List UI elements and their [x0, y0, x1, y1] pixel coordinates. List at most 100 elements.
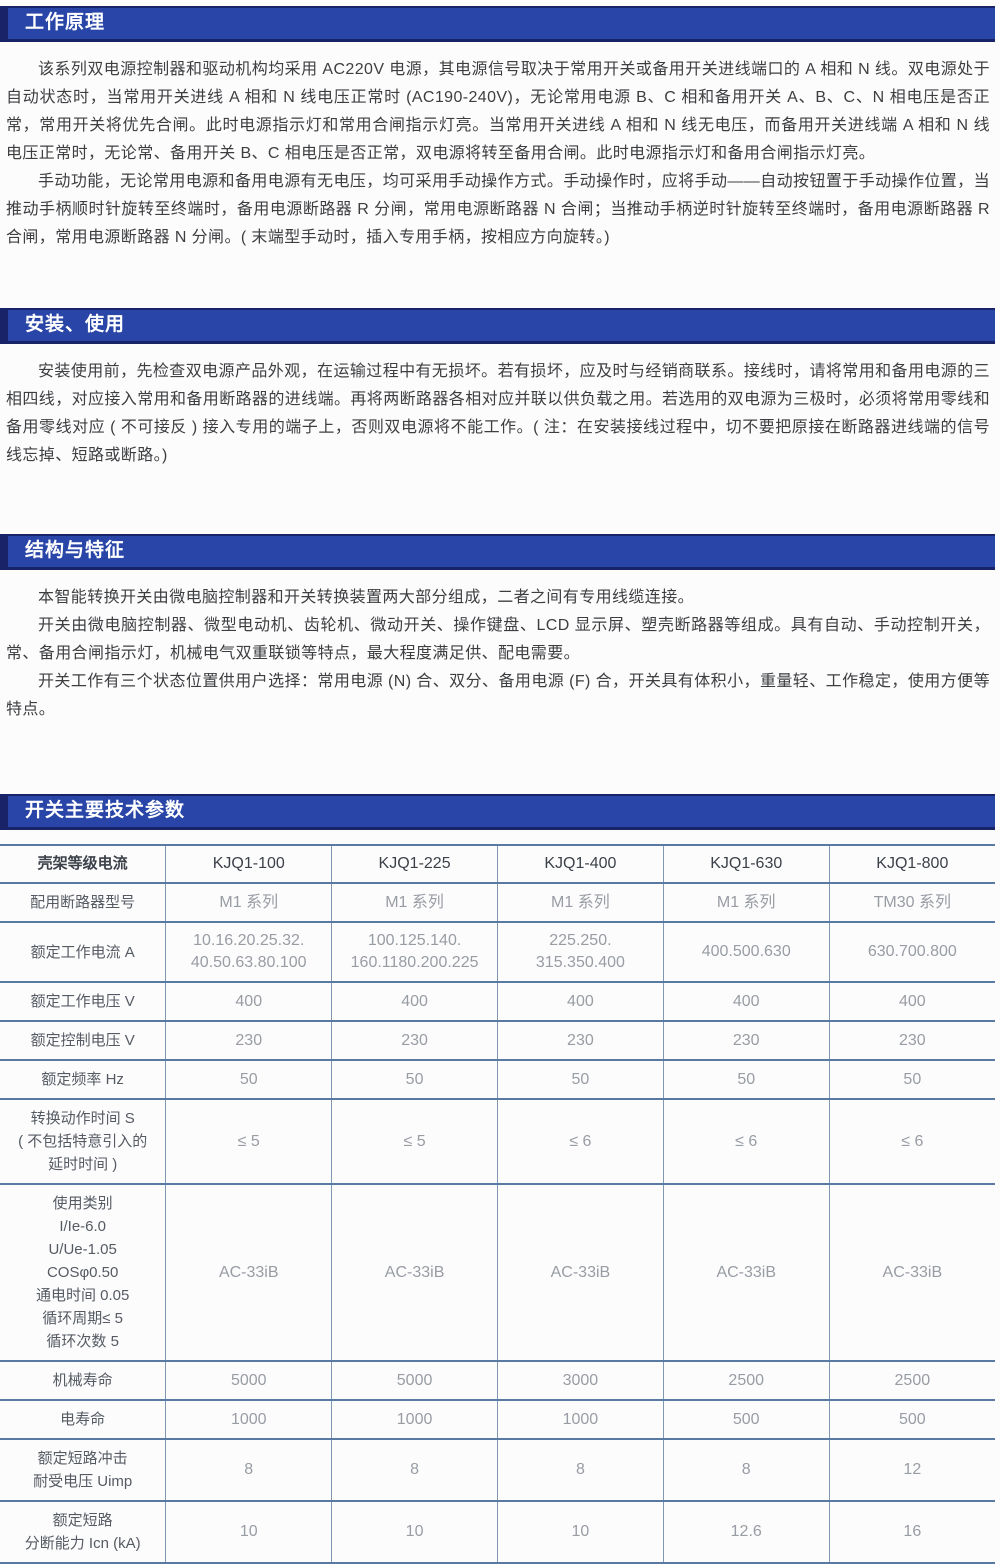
param-table-row: 额定工作电压 V 400 400 400 400 400 — [0, 981, 995, 1021]
param-table-cell-value: 16 — [828, 1500, 995, 1563]
param-table-row-label: 额定工作电流 A — [0, 921, 166, 982]
param-table-cell-value: AC-33iB — [165, 1183, 332, 1361]
param-table-col-header: KJQ1-800 — [828, 844, 995, 883]
param-table-cell-value: 5000 — [331, 1360, 498, 1400]
param-table-cell-value: 12.6 — [662, 1500, 830, 1563]
param-table-cell-value: 50 — [331, 1059, 498, 1099]
param-table-row-label: 转换动作时间 S ( 不包括特意引入的 延时时间 ) — [0, 1098, 166, 1184]
param-table-cell-value: 400 — [165, 981, 332, 1021]
param-table-row-label: 额定工作电压 V — [0, 981, 166, 1021]
paragraph-working-principle-2: 手动功能，无论常用电源和备用电源有无电压，均可采用手动操作方式。手动操作时，应将… — [6, 173, 990, 246]
param-table-cell-value: 50 — [496, 1059, 664, 1099]
param-table-cell-value: M1 系列 — [496, 882, 664, 922]
param-table-col-header: KJQ1-630 — [662, 844, 830, 883]
param-table-cell-value: 10.16.20.25.32. 40.50.63.80.100 — [165, 921, 332, 982]
section-body-installation-use: 安装使用前，先检查双电源产品外观，在运输过程中有无损坏。若有损坏，应及时与经销商… — [0, 344, 1000, 470]
param-table-cell-value: 400 — [496, 981, 664, 1021]
param-table-row: 电寿命 1000 1000 1000 500 500 — [0, 1399, 995, 1439]
param-table-col-header: KJQ1-225 — [331, 844, 498, 883]
param-table-row-label: 使用类别 I/Ie-6.0 U/Ue-1.05 COSφ0.50 通电时间 0.… — [0, 1183, 166, 1361]
param-table-cell-value: 500 — [662, 1399, 830, 1439]
param-table-cell-value: 50 — [828, 1059, 995, 1099]
parameters-table-head: 壳架等级电流 KJQ1-100 KJQ1-225 KJQ1-400 KJQ1-630 KJ… — [0, 844, 995, 883]
param-table-row-label: 额定短路冲击 耐受电压 Uimp — [0, 1438, 166, 1501]
param-table-cell-value: 5000 — [165, 1360, 332, 1400]
param-table-cell-value: 500 — [828, 1399, 995, 1439]
param-table-cell-value: 1000 — [496, 1399, 664, 1439]
param-table-cell-value: 230 — [496, 1020, 664, 1060]
param-table-cell-value: 230 — [828, 1020, 995, 1060]
param-table-cell-value: 1000 — [165, 1399, 332, 1439]
param-table-row: 额定短路冲击 耐受电压 Uimp 8 8 8 8 12 — [0, 1438, 995, 1501]
param-table-cell-value: ≤ 6 — [496, 1098, 664, 1184]
param-table-cell-value: 1000 — [331, 1399, 498, 1439]
param-table-cell-value: 2500 — [828, 1360, 995, 1400]
paragraph-working-principle-1: 该系列双电源控制器和驱动机构均采用 AC220V 电源，其电源信号取决于常用开关… — [6, 61, 990, 162]
param-table-cell-value: 400 — [331, 981, 498, 1021]
param-table-row: 机械寿命 5000 5000 3000 2500 2500 — [0, 1360, 995, 1400]
param-table-cell-value: 3000 — [496, 1360, 664, 1400]
section-title-main-parameters: 开关主要技术参数 — [25, 800, 186, 821]
param-table-col-header: KJQ1-100 — [165, 844, 332, 883]
param-table-row-label: 额定短路 分断能力 Icn (kA) — [0, 1500, 166, 1563]
param-table-row: 额定控制电压 V 230 230 230 230 230 — [0, 1020, 995, 1060]
param-table-cell-value: 8 — [662, 1438, 830, 1501]
param-table-cell-value: TM30 系列 — [828, 882, 995, 922]
param-table-cell-value: 10 — [165, 1500, 332, 1563]
param-table-row-label: 配用断路器型号 — [0, 882, 166, 922]
section-title-structure-features: 结构与特征 — [25, 540, 126, 561]
param-table-row: 配用断路器型号 M1 系列 M1 系列 M1 系列 M1 系列 TM30 系列 — [0, 882, 995, 922]
param-table-header-row: 壳架等级电流 KJQ1-100 KJQ1-225 KJQ1-400 KJQ1-630 KJ… — [0, 844, 995, 883]
param-table-row: 额定频率 Hz 50 50 50 50 50 — [0, 1059, 995, 1099]
param-table-row-label: 额定控制电压 V — [0, 1020, 166, 1060]
param-table-row: 转换动作时间 S ( 不包括特意引入的 延时时间 ) ≤ 5 ≤ 5 ≤ 6 ≤ 6 ≤ … — [0, 1098, 995, 1184]
param-table-cell-value: 50 — [662, 1059, 830, 1099]
param-table-cell-value: M1 系列 — [165, 882, 332, 922]
param-table-cell-value: 2500 — [662, 1360, 830, 1400]
section-header-main-parameters: 开关主要技术参数 — [0, 794, 995, 830]
param-table-cell-value: 8 — [165, 1438, 332, 1501]
param-table-cell-value: M1 系列 — [662, 882, 830, 922]
param-table-cell-value: ≤ 6 — [662, 1098, 830, 1184]
param-table-cell-value: 400 — [828, 981, 995, 1021]
section-title-installation-use: 安装、使用 — [25, 314, 126, 335]
param-table-row-label: 机械寿命 — [0, 1360, 166, 1400]
section-title-working-principle: 工作原理 — [25, 12, 106, 33]
param-table-col-header: KJQ1-400 — [496, 844, 664, 883]
param-table-cell-value: 10 — [496, 1500, 664, 1563]
param-table-cell-value: 8 — [496, 1438, 664, 1501]
section-header-structure-features: 结构与特征 — [0, 534, 995, 570]
param-table-row: 额定工作电流 A 10.16.20.25.32. 40.50.63.80.100 1… — [0, 921, 995, 982]
param-table-cell-value: 230 — [662, 1020, 830, 1060]
param-table-cell-value: 230 — [331, 1020, 498, 1060]
parameters-table: 壳架等级电流 KJQ1-100 KJQ1-225 KJQ1-400 KJQ1-630 KJ… — [0, 844, 995, 1564]
param-table-cell-value: 50 — [165, 1059, 332, 1099]
param-table-cell-value: 10 — [331, 1500, 498, 1563]
param-table-cell-value: 630.700.800 — [828, 921, 995, 982]
param-table-cell-value: 400.500.630 — [662, 921, 830, 982]
param-table-cell-value: 230 — [165, 1020, 332, 1060]
param-table-cell-value: ≤ 6 — [828, 1098, 995, 1184]
param-table-corner-header: 壳架等级电流 — [0, 844, 166, 883]
paragraph-structure-features-3: 开关工作有三个状态位置供用户选择：常用电源 (N) 合、双分、备用电源 (F) … — [6, 673, 990, 718]
param-table-cell-value: 8 — [331, 1438, 498, 1501]
parameters-table-body: 配用断路器型号 M1 系列 M1 系列 M1 系列 M1 系列 TM30 系列 额定工作电流… — [0, 882, 995, 1563]
paragraph-structure-features-2: 开关由微电脑控制器、微型电动机、齿轮机、微动开关、操作键盘、LCD 显示屏、塑壳… — [6, 617, 990, 662]
param-table-cell-value: ≤ 5 — [165, 1098, 332, 1184]
param-table-cell-value: 100.125.140. 160.1180.200.225 — [331, 921, 498, 982]
param-table-cell-value: 225.250. 315.350.400 — [496, 921, 664, 982]
param-table-row-label: 电寿命 — [0, 1399, 166, 1439]
section-header-working-principle: 工作原理 — [0, 6, 995, 42]
param-table-cell-value: AC-33iB — [331, 1183, 498, 1361]
section-body-structure-features: 本智能转换开关由微电脑控制器和开关转换装置两大部分组成，二者之间有专用线缆连接。… — [0, 570, 1000, 724]
param-table-cell-value: M1 系列 — [331, 882, 498, 922]
param-table-row-label: 额定频率 Hz — [0, 1059, 166, 1099]
section-body-working-principle: 该系列双电源控制器和驱动机构均采用 AC220V 电源，其电源信号取决于常用开关… — [0, 42, 1000, 252]
param-table-cell-value: AC-33iB — [496, 1183, 664, 1361]
param-table-cell-value: 12 — [828, 1438, 995, 1501]
param-table-cell-value: AC-33iB — [828, 1183, 995, 1361]
paragraph-installation-use-1: 安装使用前，先检查双电源产品外观，在运输过程中有无损坏。若有损坏，应及时与经销商… — [6, 363, 991, 464]
param-table-row: 使用类别 I/Ie-6.0 U/Ue-1.05 COSφ0.50 通电时间 0.… — [0, 1183, 995, 1361]
section-header-installation-use: 安装、使用 — [0, 308, 995, 344]
